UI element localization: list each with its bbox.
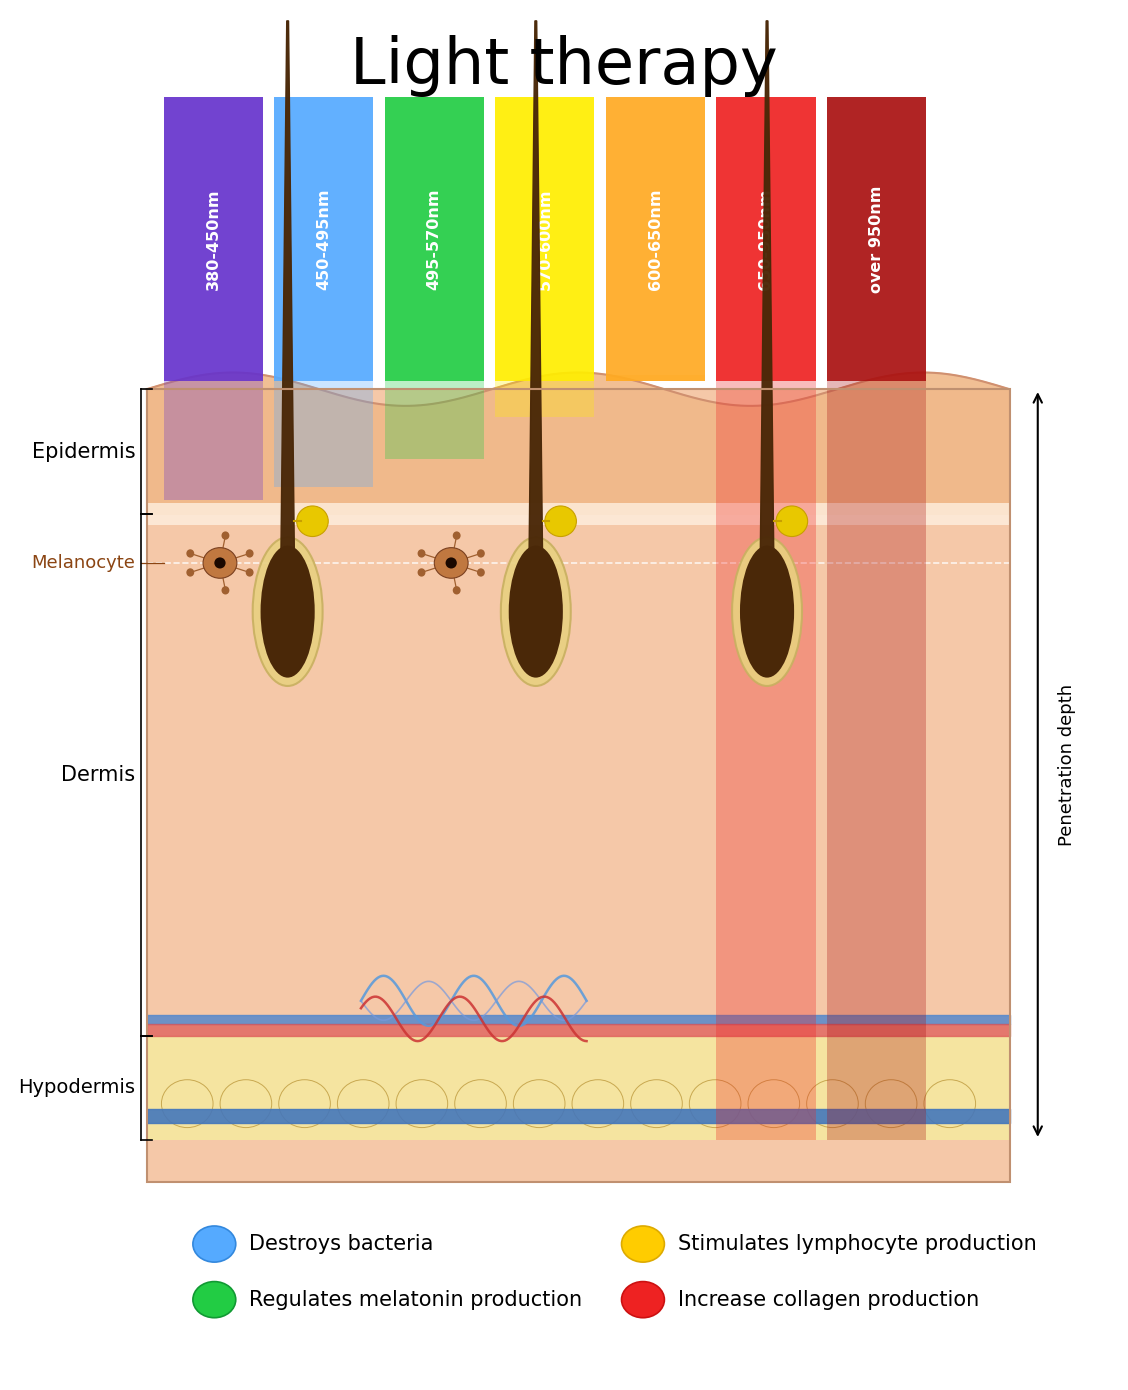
Ellipse shape <box>452 531 460 539</box>
Ellipse shape <box>740 545 794 677</box>
Text: Light therapy: Light therapy <box>350 35 778 97</box>
Ellipse shape <box>622 1226 664 1262</box>
Ellipse shape <box>509 545 563 677</box>
Ellipse shape <box>689 1080 741 1127</box>
Ellipse shape <box>455 1080 506 1127</box>
Ellipse shape <box>337 1080 389 1127</box>
Ellipse shape <box>732 537 802 687</box>
Ellipse shape <box>221 587 229 595</box>
Ellipse shape <box>221 531 229 539</box>
Text: Hypodermis: Hypodermis <box>18 1079 135 1097</box>
Ellipse shape <box>417 569 425 577</box>
Ellipse shape <box>513 1080 565 1127</box>
Text: over 950nm: over 950nm <box>869 185 884 293</box>
Bar <box>827 97 926 381</box>
Ellipse shape <box>193 1226 236 1262</box>
Text: 495-570nm: 495-570nm <box>426 188 442 291</box>
Bar <box>385 381 484 459</box>
Bar <box>827 381 926 1140</box>
Ellipse shape <box>631 1080 682 1127</box>
Text: Epidermis: Epidermis <box>32 442 135 461</box>
Ellipse shape <box>193 1282 236 1318</box>
Ellipse shape <box>246 569 254 577</box>
Text: 650-950nm: 650-950nm <box>758 188 774 291</box>
Text: Dermis: Dermis <box>61 765 135 785</box>
Text: 570-600nm: 570-600nm <box>537 188 553 291</box>
Polygon shape <box>760 21 774 556</box>
Text: Destroys bacteria: Destroys bacteria <box>249 1234 433 1254</box>
Text: Regulates melatonin production: Regulates melatonin production <box>249 1290 582 1309</box>
Text: Stimulates lymphocyte production: Stimulates lymphocyte production <box>678 1234 1037 1254</box>
Ellipse shape <box>807 1080 858 1127</box>
Ellipse shape <box>214 557 226 569</box>
Bar <box>716 381 816 1140</box>
Ellipse shape <box>545 506 576 537</box>
Ellipse shape <box>446 557 457 569</box>
Bar <box>495 381 594 417</box>
Bar <box>385 97 484 381</box>
Polygon shape <box>529 21 543 556</box>
Ellipse shape <box>748 1080 800 1127</box>
Ellipse shape <box>186 549 194 557</box>
Ellipse shape <box>161 1080 213 1127</box>
Bar <box>606 97 705 381</box>
Text: Increase collagen production: Increase collagen production <box>678 1290 979 1309</box>
Bar <box>716 97 816 381</box>
Ellipse shape <box>501 537 571 687</box>
Text: Penetration depth: Penetration depth <box>1058 684 1076 845</box>
Bar <box>147 503 1010 525</box>
Ellipse shape <box>203 548 237 578</box>
Ellipse shape <box>417 549 425 557</box>
Ellipse shape <box>253 537 323 687</box>
Ellipse shape <box>396 1080 448 1127</box>
Bar <box>495 97 594 381</box>
Polygon shape <box>281 21 294 556</box>
Bar <box>274 97 373 381</box>
Bar <box>164 381 263 500</box>
Bar <box>606 375 705 381</box>
Ellipse shape <box>477 569 485 577</box>
Ellipse shape <box>220 1080 272 1127</box>
Ellipse shape <box>246 549 254 557</box>
Ellipse shape <box>477 549 485 557</box>
Ellipse shape <box>622 1282 664 1318</box>
Text: 380-450nm: 380-450nm <box>205 188 221 291</box>
Ellipse shape <box>452 587 460 595</box>
Ellipse shape <box>924 1080 976 1127</box>
Bar <box>274 381 373 486</box>
Ellipse shape <box>186 569 194 577</box>
Ellipse shape <box>279 1080 331 1127</box>
Text: 600-650nm: 600-650nm <box>647 188 663 291</box>
Ellipse shape <box>434 548 468 578</box>
Text: 450-495nm: 450-495nm <box>316 188 332 291</box>
Ellipse shape <box>261 545 315 677</box>
Ellipse shape <box>572 1080 624 1127</box>
Polygon shape <box>147 373 1010 514</box>
Bar <box>147 389 1010 1182</box>
Ellipse shape <box>865 1080 917 1127</box>
Text: Melanocyte: Melanocyte <box>32 555 135 571</box>
Ellipse shape <box>776 506 808 537</box>
Ellipse shape <box>297 506 328 537</box>
Bar <box>164 97 263 381</box>
Bar <box>147 389 1010 1182</box>
Bar <box>147 1036 1010 1140</box>
